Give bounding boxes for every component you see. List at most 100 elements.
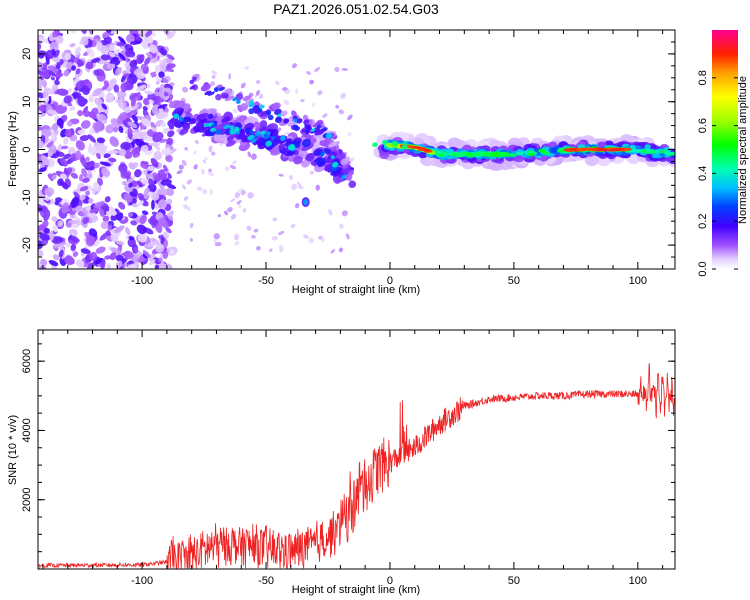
spectrogram-cell: [85, 235, 96, 247]
spectrogram-cell: [240, 82, 246, 89]
spectrogram-cell: [105, 93, 115, 103]
spectrogram-cell: [144, 57, 151, 66]
spectrogram-cell: [100, 54, 110, 61]
spectrogram-cell: [189, 238, 194, 242]
spectrogram-cell: [293, 155, 303, 165]
spectrogram-cell: [141, 40, 149, 50]
spectrogram-cell: [323, 147, 331, 155]
spectrogram-cell: [52, 224, 59, 233]
spectrogram-cell: [88, 197, 94, 204]
spectrogram-cell: [303, 199, 309, 206]
spectrogram-cell: [76, 59, 84, 67]
spectrogram-cell: [308, 237, 315, 244]
spectrogram-cell: [160, 262, 167, 269]
spectrogram-cell: [269, 128, 279, 138]
spectrogram-cell: [147, 165, 156, 172]
spectrogram-cell: [162, 164, 168, 172]
spectrogram-cell: [131, 147, 140, 156]
spectrogram-cell: [542, 151, 551, 155]
spectrogram-cell: [107, 149, 119, 155]
spectrogram-cell: [38, 249, 44, 258]
spectrogram-cell: [79, 174, 83, 182]
spectrogram-cell: [471, 152, 480, 157]
spectrogram-cell: [49, 41, 59, 52]
spectrogram-cell: [93, 162, 100, 169]
spectrogram-cell: [310, 128, 316, 132]
spectrogram-cell: [234, 115, 248, 124]
spectrogram-cell: [161, 250, 169, 259]
spectrogram-cell: [255, 90, 260, 96]
spectrogram-cell: [142, 106, 148, 111]
spectrogram-cell: [207, 171, 215, 177]
spectrogram-cell: [147, 145, 153, 151]
spectrogram-cell: [59, 157, 68, 167]
spectrogram-cell: [334, 66, 340, 72]
spectrogram-xtick-label: -50: [258, 275, 274, 287]
spectrogram-cell: [55, 104, 68, 114]
spectrogram-cell: [259, 104, 265, 109]
snr-xtick-label: 100: [629, 575, 647, 587]
spectrogram-cell: [136, 84, 147, 92]
spectrogram-cell: [328, 141, 338, 148]
spectrogram-cell: [213, 233, 220, 240]
spectrogram-cell: [178, 164, 184, 170]
spectrogram-cell: [52, 123, 59, 131]
spectrogram-cell: [114, 225, 125, 234]
spectrogram-cell: [207, 113, 214, 119]
spectrogram-cell: [234, 233, 240, 239]
spectrogram-cell: [160, 121, 167, 127]
spectrogram-cell: [94, 200, 105, 209]
spectrogram-cell: [246, 225, 252, 231]
spectrogram-cell: [104, 255, 111, 260]
spectrogram-cell: [325, 132, 332, 139]
spectrogram-cell: [332, 171, 342, 177]
spectrogram-cell: [108, 157, 117, 163]
spectrogram-cell: [120, 82, 127, 93]
spectrogram-cell: [88, 143, 92, 154]
spectrogram-cell: [43, 209, 51, 222]
spectrogram-cell: [576, 148, 587, 151]
spectrogram-cell: [391, 140, 398, 146]
spectrogram-cell: [238, 203, 241, 209]
spectrogram-cell: [148, 218, 158, 226]
spectrogram-cell: [120, 141, 131, 151]
spectrogram-cell: [274, 108, 282, 115]
spectrogram-cell: [256, 246, 261, 251]
spectrogram-cell: [549, 147, 558, 153]
spectrogram-cell: [75, 205, 83, 212]
spectrogram-cell: [654, 149, 661, 155]
spectrogram-cell: [116, 41, 126, 47]
spectrogram-cell: [272, 102, 281, 110]
spectrogram-cell: [130, 256, 139, 263]
spectrogram-cell: [122, 180, 127, 186]
spectrogram-cell: [75, 140, 85, 151]
snr-xlabel: Height of straight line (km): [292, 584, 420, 596]
spectrogram-cell: [38, 92, 45, 99]
spectrogram-cell: [165, 154, 173, 163]
spectrogram-cell: [128, 162, 136, 170]
spectrogram-cell: [239, 103, 249, 111]
spectrogram-cell: [103, 153, 111, 159]
spectrogram-cell: [107, 224, 113, 232]
spectrogram-cell: [55, 35, 64, 44]
spectrogram-xtick-label: 100: [629, 275, 647, 287]
spectrogram-cell: [253, 121, 261, 129]
spectrogram-xtick-label: 50: [508, 275, 520, 287]
spectrogram-cell: [152, 132, 164, 143]
spectrogram-ytick-label: -10: [21, 189, 33, 205]
spectrogram-cell: [278, 173, 284, 177]
spectrogram-cell: [315, 184, 320, 191]
spectrogram-cell: [51, 174, 57, 180]
spectrogram-cell: [340, 158, 348, 166]
spectrogram-cell: [204, 90, 212, 96]
colorbar-tick-label: 0.6: [697, 118, 709, 133]
spectrogram-cell: [287, 144, 296, 151]
spectrogram-cell: [46, 141, 54, 148]
spectrogram-cell: [173, 113, 180, 119]
spectrogram-cell: [306, 124, 312, 130]
spectrogram-cell: [151, 199, 155, 211]
spectrogram-cell: [508, 153, 517, 157]
spectrogram-cell: [79, 135, 90, 142]
spectrogram-cell: [85, 190, 91, 196]
spectrogram-cell: [284, 131, 290, 136]
